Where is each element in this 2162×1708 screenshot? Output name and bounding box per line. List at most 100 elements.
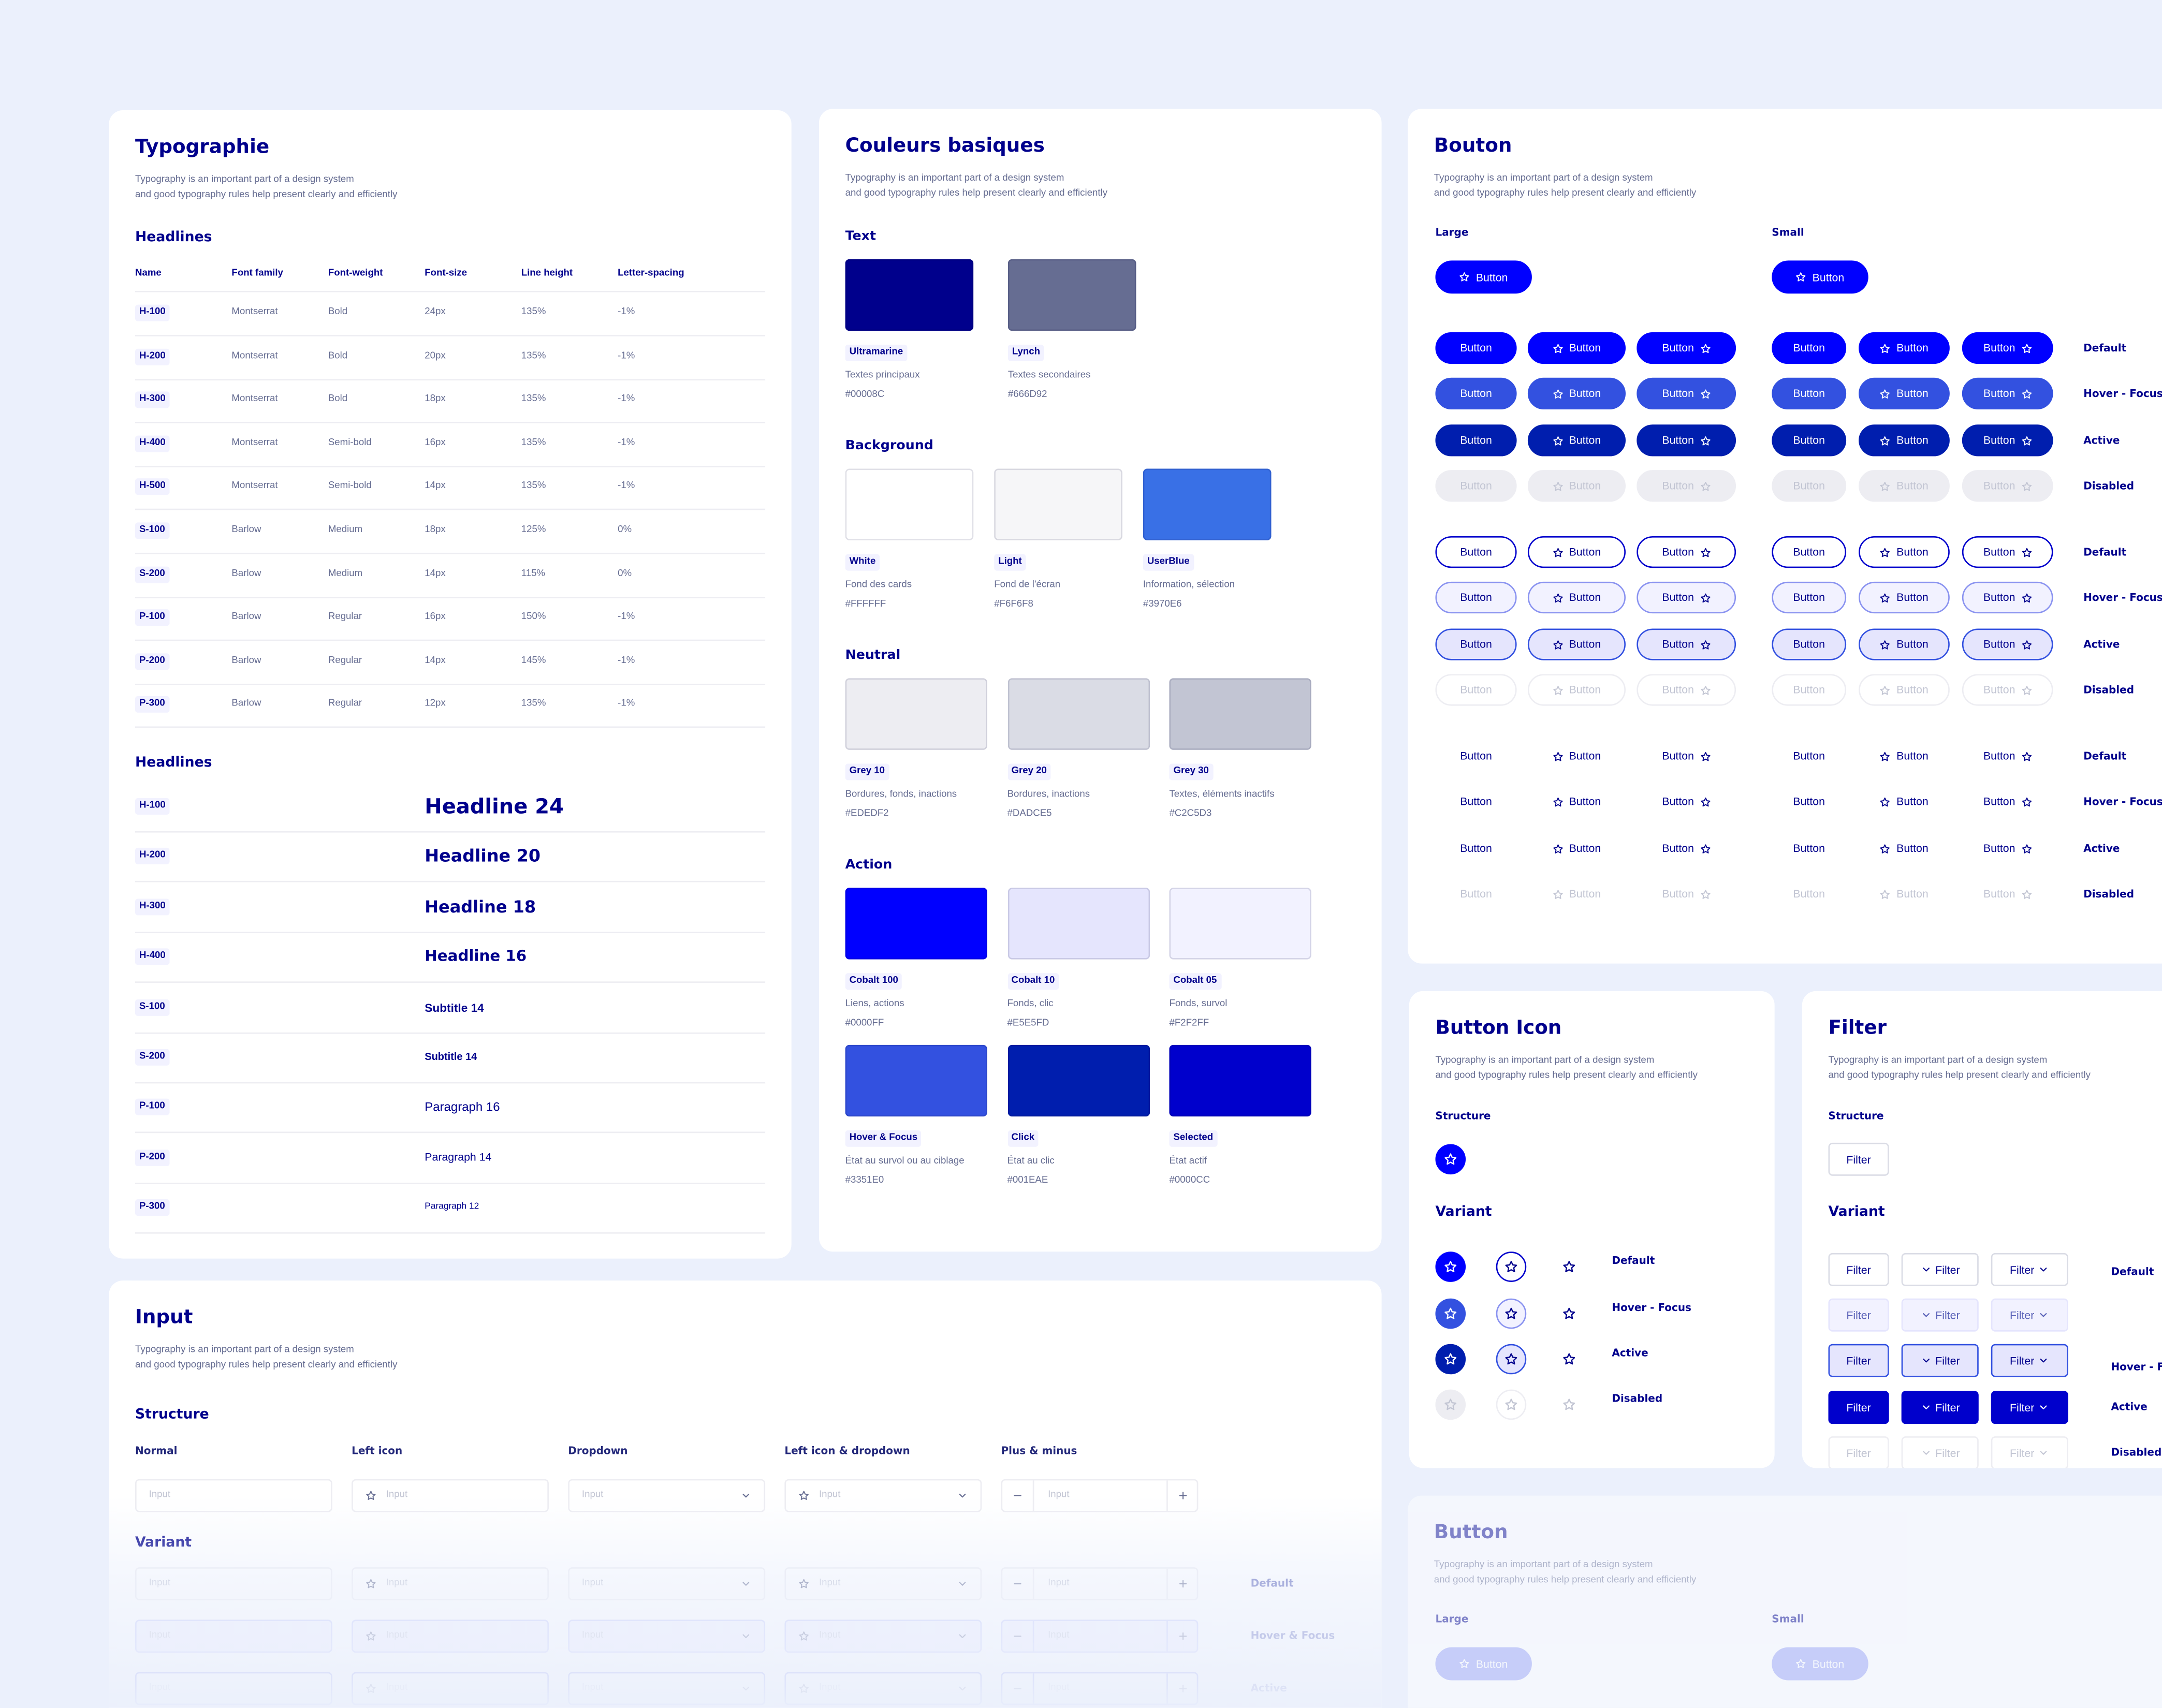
- icon-button[interactable]: [1435, 1251, 1466, 1282]
- button[interactable]: Button: [1435, 1647, 1532, 1681]
- button[interactable]: Button: [1435, 536, 1517, 568]
- button[interactable]: Button: [1859, 878, 1950, 910]
- icon-button[interactable]: [1435, 1344, 1466, 1375]
- filter-chip[interactable]: Filter: [1828, 1142, 1889, 1176]
- button[interactable]: Button: [1962, 628, 2053, 660]
- button[interactable]: Button: [1772, 332, 1847, 364]
- button[interactable]: Button: [1859, 786, 1950, 817]
- button[interactable]: Button: [1435, 740, 1516, 772]
- button[interactable]: Button: [1435, 878, 1516, 910]
- filter-chip[interactable]: Filter: [1828, 1344, 1889, 1377]
- button[interactable]: Button: [1859, 424, 1950, 457]
- button[interactable]: Button: [1637, 878, 1736, 910]
- button[interactable]: Button: [1637, 674, 1736, 706]
- button[interactable]: Button: [1772, 377, 1847, 409]
- button[interactable]: Button: [1859, 470, 1950, 502]
- button[interactable]: Button: [1637, 786, 1736, 817]
- button[interactable]: Button: [1527, 332, 1626, 364]
- button[interactable]: Button: [1637, 833, 1736, 864]
- button[interactable]: Button: [1435, 260, 1532, 294]
- button[interactable]: Button: [1435, 674, 1517, 706]
- button[interactable]: Button: [1637, 377, 1736, 409]
- button[interactable]: Button: [1859, 628, 1950, 660]
- filter-chip[interactable]: Filter: [1828, 1253, 1889, 1286]
- button[interactable]: Button: [1637, 470, 1736, 502]
- button[interactable]: Button: [1859, 833, 1950, 864]
- icon-button[interactable]: [1554, 1344, 1585, 1375]
- button[interactable]: Button: [1528, 740, 1626, 772]
- icon-button[interactable]: [1435, 1298, 1466, 1329]
- filter-chip[interactable]: Filter: [1901, 1344, 1979, 1377]
- button[interactable]: Button: [1528, 878, 1626, 910]
- filter-chip[interactable]: Filter: [1991, 1298, 2068, 1332]
- button[interactable]: Button: [1962, 536, 2053, 568]
- icon-button[interactable]: [1554, 1390, 1585, 1420]
- button[interactable]: Button: [1637, 740, 1736, 772]
- button[interactable]: Button: [1527, 581, 1626, 614]
- icon-button[interactable]: [1496, 1251, 1527, 1282]
- button[interactable]: Button: [1772, 536, 1847, 568]
- button[interactable]: Button: [1859, 674, 1950, 706]
- button[interactable]: Button: [1772, 628, 1847, 660]
- filter-chip[interactable]: Filter: [1828, 1391, 1889, 1424]
- icon-button[interactable]: [1554, 1251, 1585, 1282]
- button[interactable]: Button: [1527, 674, 1626, 706]
- button[interactable]: Button: [1527, 424, 1626, 457]
- button[interactable]: Button: [1435, 786, 1516, 817]
- button[interactable]: Button: [1435, 833, 1516, 864]
- button[interactable]: Button: [1962, 377, 2053, 409]
- button[interactable]: Button: [1772, 470, 1847, 502]
- filter-chip[interactable]: Filter: [1991, 1436, 2068, 1468]
- button[interactable]: Button: [1527, 536, 1626, 568]
- filter-chip[interactable]: Filter: [1991, 1253, 2068, 1286]
- button[interactable]: Button: [1772, 581, 1847, 614]
- button[interactable]: Button: [1772, 740, 1846, 772]
- button[interactable]: Button: [1435, 628, 1517, 660]
- button[interactable]: Button: [1859, 377, 1950, 409]
- icon-button[interactable]: [1435, 1389, 1466, 1420]
- button[interactable]: Button: [1528, 833, 1626, 864]
- button[interactable]: Button: [1962, 332, 2053, 364]
- button[interactable]: Button: [1962, 786, 2053, 817]
- button[interactable]: Button: [1962, 878, 2053, 910]
- button[interactable]: Button: [1435, 377, 1517, 409]
- button[interactable]: Button: [1772, 1647, 1868, 1681]
- button[interactable]: Button: [1435, 332, 1517, 364]
- button[interactable]: Button: [1772, 260, 1868, 294]
- filter-chip[interactable]: Filter: [1901, 1298, 1979, 1332]
- button[interactable]: Button: [1528, 786, 1626, 817]
- button[interactable]: Button: [1962, 581, 2053, 614]
- button[interactable]: Button: [1772, 424, 1847, 457]
- button[interactable]: Button: [1772, 878, 1846, 910]
- button[interactable]: Button: [1435, 424, 1517, 457]
- button[interactable]: Button: [1859, 332, 1950, 364]
- button[interactable]: Button: [1637, 424, 1736, 457]
- button[interactable]: Button: [1637, 332, 1736, 364]
- button[interactable]: Button: [1435, 581, 1517, 614]
- button[interactable]: Button: [1527, 628, 1626, 660]
- button[interactable]: Button: [1859, 581, 1950, 614]
- icon-button[interactable]: [1554, 1299, 1585, 1329]
- icon-button[interactable]: [1496, 1389, 1527, 1420]
- button[interactable]: Button: [1772, 786, 1846, 817]
- filter-chip[interactable]: Filter: [1991, 1344, 2068, 1377]
- icon-button[interactable]: [1496, 1298, 1527, 1329]
- button[interactable]: Button: [1962, 674, 2053, 706]
- button[interactable]: Button: [1435, 470, 1517, 502]
- button[interactable]: Button: [1859, 536, 1950, 568]
- icon-button[interactable]: [1435, 1144, 1466, 1175]
- button[interactable]: Button: [1962, 740, 2053, 772]
- button[interactable]: Button: [1637, 581, 1736, 614]
- button[interactable]: Button: [1859, 740, 1950, 772]
- filter-chip[interactable]: Filter: [1991, 1391, 2068, 1424]
- button[interactable]: Button: [1962, 470, 2053, 502]
- filter-chip[interactable]: Filter: [1901, 1391, 1979, 1424]
- button[interactable]: Button: [1637, 628, 1736, 660]
- button[interactable]: Button: [1962, 424, 2053, 457]
- button[interactable]: Button: [1527, 377, 1626, 409]
- button[interactable]: Button: [1527, 470, 1626, 502]
- filter-chip[interactable]: Filter: [1828, 1298, 1889, 1332]
- filter-chip[interactable]: Filter: [1901, 1436, 1979, 1468]
- button[interactable]: Button: [1772, 833, 1846, 864]
- button[interactable]: Button: [1962, 833, 2053, 864]
